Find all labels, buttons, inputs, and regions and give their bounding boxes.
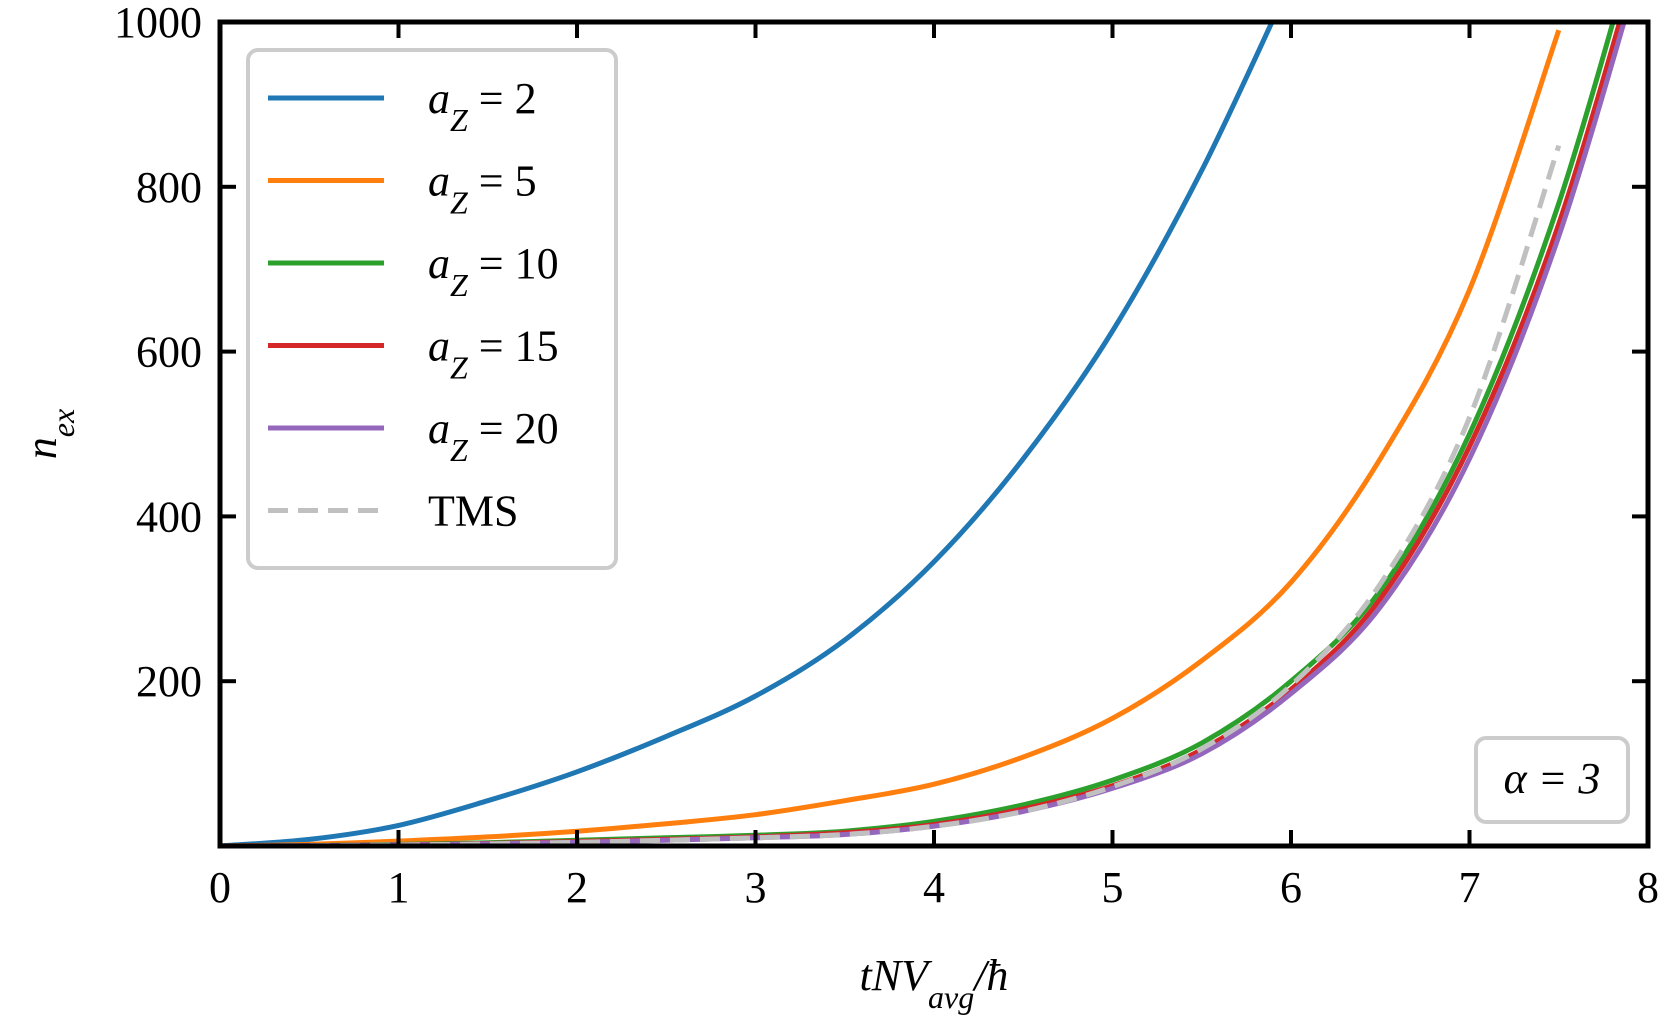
series-line-1 (220, 29, 1562, 846)
legend-label-2: aZ = 10 (428, 239, 559, 303)
y-tick-label: 600 (136, 328, 202, 377)
x-axis-label: tNVavg/ħ (860, 951, 1009, 1015)
x-axis: 0 1 2 3 4 5 6 7 8 (209, 22, 1659, 912)
annotation-text: α = 3 (1504, 754, 1601, 803)
y-tick-label: 1000 (114, 0, 202, 47)
x-tick-label: 4 (923, 863, 945, 912)
x-tick-label: 8 (1637, 863, 1659, 912)
x-tick-label: 7 (1459, 863, 1481, 912)
series-line-0 (220, 22, 1275, 846)
x-tick-label: 3 (745, 863, 767, 912)
x-tick-label: 6 (1280, 863, 1302, 912)
y-tick-label: 400 (136, 492, 202, 541)
legend-label-4: aZ = 20 (428, 404, 559, 468)
x-tick-label: 5 (1102, 863, 1124, 912)
y-tick-label: 800 (136, 163, 202, 212)
legend-label-3: aZ = 15 (428, 322, 559, 386)
legend-label-1: aZ = 5 (428, 157, 537, 221)
y-axis: 200 400 600 800 1000 (114, 0, 1648, 706)
legend-label-5: TMS (428, 487, 518, 536)
legend-label-0: aZ = 2 (428, 74, 537, 138)
legend: aZ = 2 aZ = 5 aZ = 10 aZ = 15 aZ = 20 TMS (246, 48, 618, 570)
y-tick-label: 200 (136, 657, 202, 706)
x-tick-label: 0 (209, 863, 231, 912)
annotation-box (1474, 736, 1630, 824)
x-tick-label: 2 (566, 863, 588, 912)
alpha-annotation: α = 3 (1474, 736, 1630, 824)
x-tick-label: 1 (388, 863, 410, 912)
y-axis-label: nex (17, 409, 81, 459)
